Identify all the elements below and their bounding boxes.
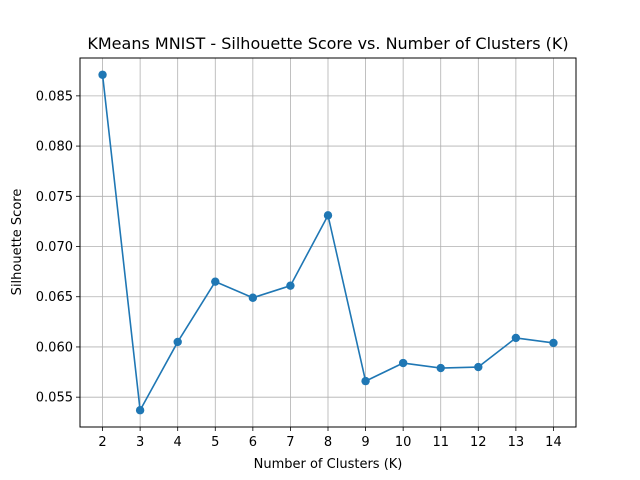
data-point [398, 358, 408, 368]
chart-title: KMeans MNIST - Silhouette Score vs. Numb… [87, 34, 568, 53]
y-tick-label: 0.070 [36, 240, 73, 255]
x-tick-label: 13 [508, 435, 525, 450]
y-tick-label: 0.085 [36, 89, 73, 104]
x-axis-ticks: 2 3 4 5 6 7 8 9 10 11 12 13 14 [98, 427, 562, 450]
x-tick-label: 4 [174, 435, 182, 450]
data-point [323, 211, 333, 220]
x-tick-label: 6 [249, 435, 257, 450]
x-tick-label: 12 [470, 435, 487, 450]
data-point [248, 293, 258, 302]
data-point [173, 337, 182, 347]
data-point [211, 277, 220, 286]
data-point [436, 363, 445, 373]
x-tick-label: 9 [361, 435, 369, 450]
series-layer [98, 70, 558, 415]
grid-lines [80, 58, 576, 427]
data-point [98, 70, 107, 79]
data-point [474, 362, 483, 372]
x-tick-label: 8 [324, 435, 332, 450]
x-tick-label: 2 [98, 435, 106, 450]
y-axis-ticks: 0.055 0.060 0.065 0.070 0.075 0.080 0.085 [36, 89, 80, 406]
x-tick-label: 10 [395, 435, 412, 450]
x-tick-label: 14 [545, 435, 562, 450]
y-tick-label: 0.060 [36, 340, 73, 355]
x-tick-label: 7 [286, 435, 294, 450]
y-axis-label: Silhouette Score [10, 189, 25, 296]
data-point [511, 333, 521, 343]
y-tick-label: 0.080 [36, 140, 73, 155]
data-point [361, 376, 370, 386]
data-point [549, 338, 558, 348]
x-tick-label: 5 [211, 435, 219, 450]
y-tick-label: 0.075 [36, 190, 73, 205]
x-axis-label: Number of Clusters (K) [254, 457, 403, 472]
y-tick-label: 0.055 [36, 391, 73, 406]
x-tick-label: 11 [432, 435, 449, 450]
x-tick-label: 3 [136, 435, 144, 450]
y-tick-label: 0.065 [36, 290, 73, 305]
data-point [286, 281, 295, 290]
data-point [135, 406, 145, 415]
